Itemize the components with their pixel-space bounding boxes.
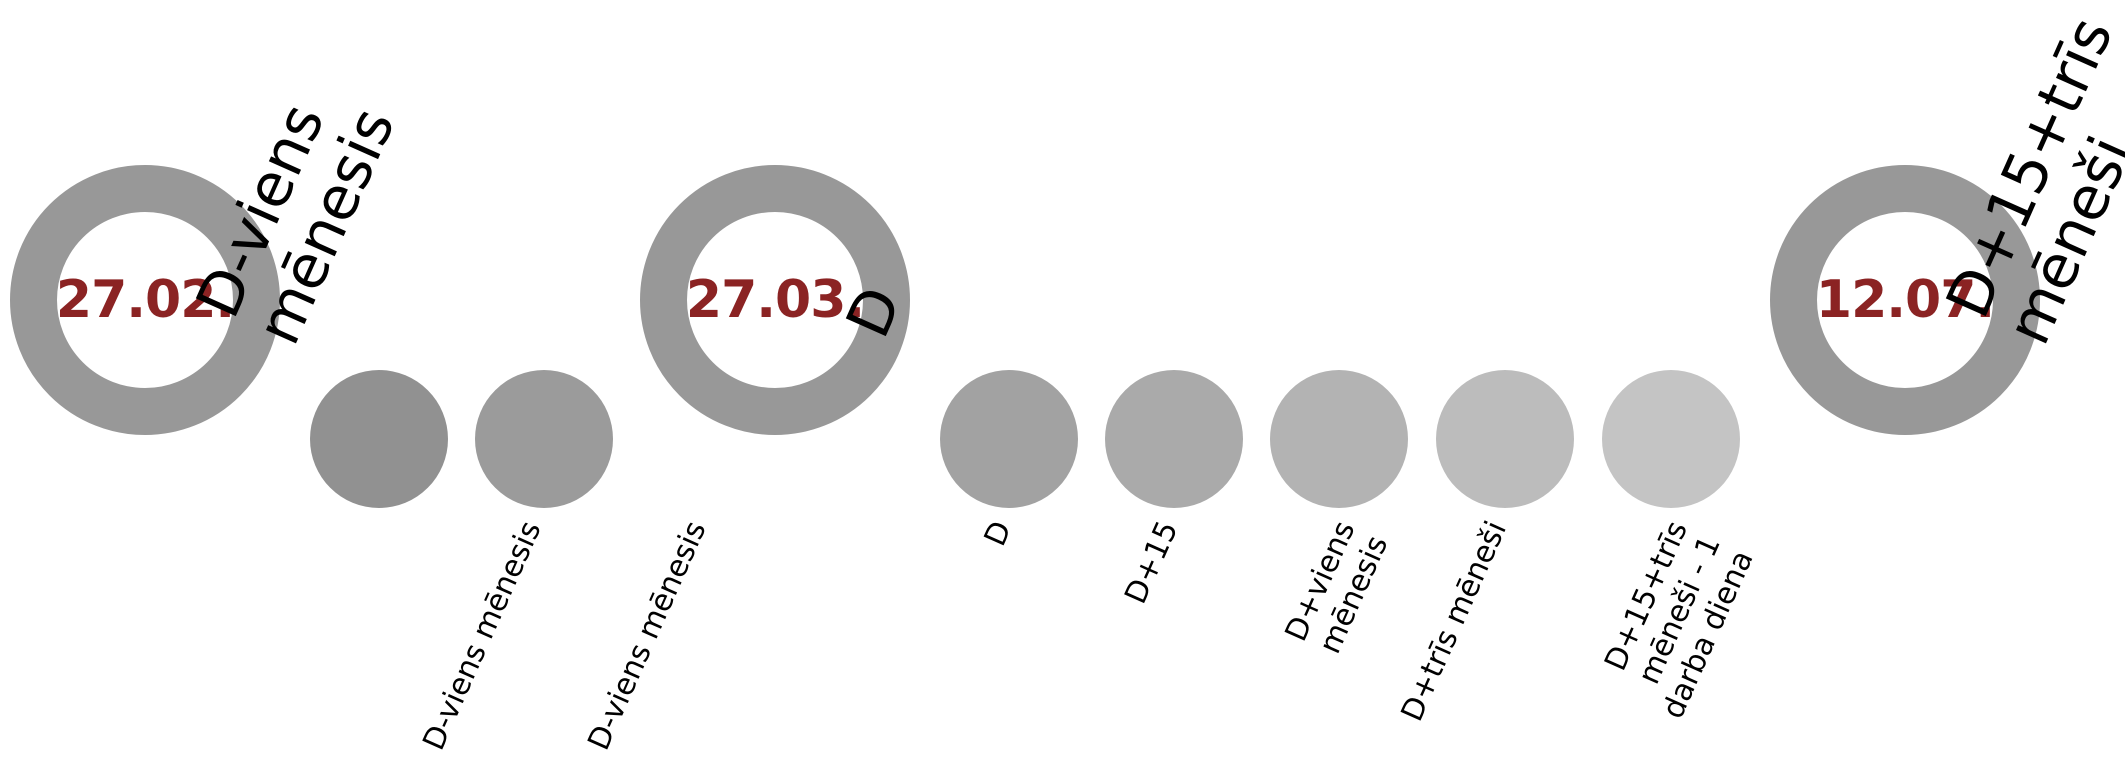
step-dot-5 xyxy=(1270,370,1408,508)
step-dot-7 xyxy=(1602,370,1740,508)
step-dot-6 xyxy=(1436,370,1574,508)
step-label-7: D+15+trīs mēneši - 1 darba diena xyxy=(1590,516,1762,724)
step-label-2-line-1: D-viens mēnesis xyxy=(581,516,714,756)
step-label-3-line-1: D xyxy=(977,516,1019,552)
milestone-date-2: 27.03. xyxy=(685,270,865,330)
step-dot-4 xyxy=(1105,370,1243,508)
step-label-1-line-1: D-viens mēnesis xyxy=(416,516,549,756)
step-label-1: D-viens mēnesis xyxy=(417,516,550,756)
step-label-5: D+viens mēnesis xyxy=(1278,516,1396,662)
milestone-date-1: 27.02. xyxy=(55,270,235,330)
step-dot-3 xyxy=(940,370,1078,508)
step-label-3: D xyxy=(978,516,1020,552)
step-label-2: D-viens mēnesis xyxy=(582,516,715,756)
step-label-6: D+trīs mēneši xyxy=(1395,516,1515,727)
step-label-4: D+15 xyxy=(1118,516,1186,610)
step-label-4-line-1: D+15 xyxy=(1117,516,1185,610)
step-dot-1 xyxy=(310,370,448,508)
step-dot-2 xyxy=(475,370,613,508)
step-label-6-line-1: D+trīs mēneši xyxy=(1394,516,1514,727)
milestone-date-3: 12.07. xyxy=(1815,270,1995,330)
